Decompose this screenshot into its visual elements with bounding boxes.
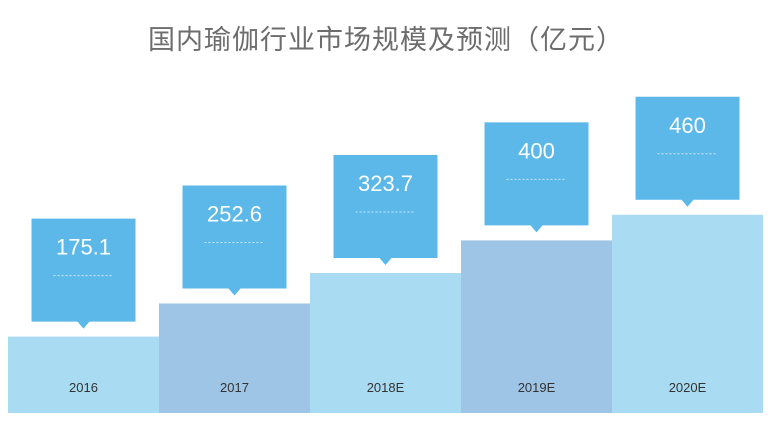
bar-2018E	[310, 273, 461, 413]
category-label: 2018E	[367, 380, 405, 395]
category-label: 2019E	[518, 380, 556, 395]
value-callout	[182, 185, 287, 296]
value-callout	[31, 218, 136, 329]
bar-2019E	[461, 240, 612, 413]
category-label: 2017	[220, 380, 249, 395]
value-label: 460	[669, 113, 706, 138]
chart-title: 国内瑜伽行业市场规模及预测（亿元）	[148, 25, 624, 56]
value-label: 400	[518, 138, 555, 163]
category-label: 2020E	[669, 380, 707, 395]
value-callout	[635, 96, 740, 207]
bar-2016	[8, 336, 159, 413]
value-label: 175.1	[56, 235, 111, 260]
value-label: 252.6	[207, 201, 262, 226]
value-callout	[484, 122, 589, 233]
bar-2017	[159, 303, 310, 413]
value-callout	[333, 155, 438, 266]
category-label: 2016	[69, 380, 98, 395]
value-label: 323.7	[358, 171, 413, 196]
bar-2020E	[612, 214, 763, 413]
